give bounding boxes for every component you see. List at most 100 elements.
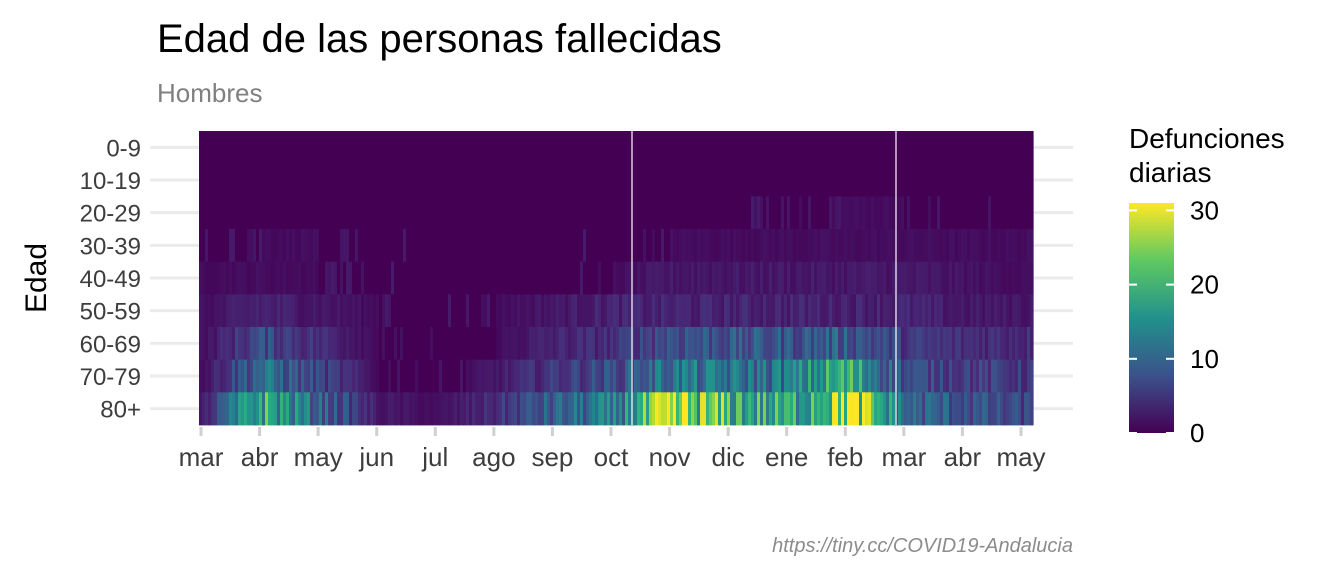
heatmap-cell	[280, 359, 284, 393]
heatmap-cell	[613, 229, 617, 263]
heatmap-cell	[853, 392, 857, 426]
heatmap-cell	[214, 163, 218, 197]
heatmap-cell	[784, 294, 788, 328]
heatmap-cell	[976, 359, 980, 393]
heatmap-cell	[904, 294, 908, 328]
heatmap-cell	[661, 294, 665, 328]
heatmap-cell	[427, 131, 431, 165]
heatmap-cell	[586, 163, 590, 197]
heatmap-cell	[496, 196, 500, 230]
heatmap-cell	[931, 294, 935, 328]
heatmap-cell	[616, 131, 620, 165]
heatmap-cell	[670, 131, 674, 165]
heatmap-cell	[259, 327, 263, 361]
heatmap-cell	[550, 196, 554, 230]
heatmap-cell	[685, 392, 689, 426]
heatmap-cell	[664, 131, 668, 165]
heatmap-cell	[811, 294, 815, 328]
heatmap-cell	[826, 327, 830, 361]
heatmap-cell	[349, 163, 353, 197]
heatmap-cell	[463, 294, 467, 328]
heatmap-cell	[376, 261, 380, 295]
heatmap-cell	[199, 131, 203, 165]
heatmap-cell	[271, 392, 275, 426]
heatmap-cell	[355, 392, 359, 426]
heatmap-cell	[775, 359, 779, 393]
heatmap-cell	[412, 359, 416, 393]
heatmap-cell	[244, 163, 248, 197]
heatmap-cell	[958, 392, 962, 426]
heatmap-cell	[1009, 131, 1013, 165]
heatmap-cell	[604, 294, 608, 328]
heatmap-cell	[259, 229, 263, 263]
heatmap-cell	[523, 359, 527, 393]
heatmap-cell	[670, 261, 674, 295]
heatmap-cell	[559, 131, 563, 165]
heatmap-cell	[1027, 163, 1031, 197]
heatmap-cell	[334, 196, 338, 230]
heatmap-cell	[553, 359, 557, 393]
heatmap-cell	[310, 163, 314, 197]
heatmap-cell	[649, 327, 653, 361]
heatmap-cell	[559, 163, 563, 197]
heatmap-cell	[649, 196, 653, 230]
heatmap-cell	[562, 392, 566, 426]
heatmap-cell	[730, 229, 734, 263]
heatmap-cell	[865, 229, 869, 263]
heatmap-cell	[295, 163, 299, 197]
heatmap-cell	[985, 229, 989, 263]
heatmap-cell	[817, 196, 821, 230]
heatmap-cell	[781, 294, 785, 328]
heatmap-cell	[961, 196, 965, 230]
heatmap-cell	[268, 294, 272, 328]
heatmap-cell	[757, 196, 761, 230]
heatmap-cell	[637, 261, 641, 295]
heatmap-cell	[934, 294, 938, 328]
heatmap-cell	[214, 131, 218, 165]
heatmap-cell	[700, 196, 704, 230]
heatmap-cell	[826, 294, 830, 328]
heatmap-cell	[370, 327, 374, 361]
heatmap-cell	[454, 327, 458, 361]
heatmap-cell	[721, 359, 725, 393]
heatmap-cell	[751, 131, 755, 165]
heatmap-cell	[985, 196, 989, 230]
heatmap-cell	[688, 327, 692, 361]
heatmap-cell	[1012, 196, 1016, 230]
heatmap-cell	[448, 196, 452, 230]
x-tick-label: abr	[944, 442, 982, 472]
heatmap-cell	[700, 294, 704, 328]
heatmap-cell	[244, 196, 248, 230]
heatmap-cell	[994, 392, 998, 426]
heatmap-cell	[640, 327, 644, 361]
heatmap-cell	[970, 359, 974, 393]
heatmap-cell	[565, 327, 569, 361]
heatmap-cell	[1006, 294, 1010, 328]
heatmap-cell	[277, 196, 281, 230]
heatmap-cell	[337, 229, 341, 263]
heatmap-cell	[568, 229, 572, 263]
heatmap-cell	[646, 229, 650, 263]
heatmap-cell	[700, 261, 704, 295]
heatmap-cell	[616, 229, 620, 263]
heatmap-cell	[931, 196, 935, 230]
heatmap-cell	[220, 294, 224, 328]
heatmap-cell	[226, 131, 230, 165]
heatmap-cell	[610, 163, 614, 197]
heatmap-cell	[517, 359, 521, 393]
heatmap-cell	[793, 359, 797, 393]
heatmap-cell	[916, 131, 920, 165]
heatmap-cell	[985, 294, 989, 328]
heatmap-cell	[604, 229, 608, 263]
heatmap-cell	[811, 327, 815, 361]
heatmap-cell	[919, 261, 923, 295]
heatmap-cell	[286, 196, 290, 230]
heatmap-cell	[262, 294, 266, 328]
heatmap-cell	[445, 229, 449, 263]
heatmap-cell	[889, 261, 893, 295]
heatmap-cell	[385, 196, 389, 230]
heatmap-cell	[967, 131, 971, 165]
heatmap-cell	[373, 261, 377, 295]
heatmap-cell	[283, 327, 287, 361]
heatmap-cell	[451, 327, 455, 361]
